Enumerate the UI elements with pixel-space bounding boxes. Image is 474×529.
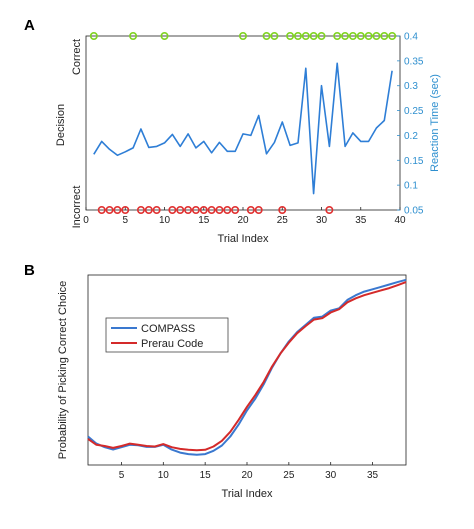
legend-box [105, 317, 229, 353]
panel-a-x-tick-label: 40 [394, 215, 406, 226]
panel-a-y-tick-label: 0.15 [404, 156, 424, 167]
legend-perrau-label: Prerau Code [141, 338, 203, 350]
panel-a-y-tick-label: 0.2 [404, 131, 418, 142]
panel-a-letter: A [24, 17, 35, 34]
panel-a-correct-label: Correct [71, 39, 83, 75]
panel-a-xlabel: Trial Index [218, 233, 269, 245]
incorrect-decision-marker [168, 206, 177, 215]
incorrect-decision-marker [184, 206, 193, 215]
panel-a-decision-label: Decision [55, 104, 67, 146]
correct-decision-marker [286, 31, 295, 40]
correct-decision-marker [317, 31, 326, 40]
panel-b-x-tick-label: 30 [325, 470, 337, 481]
correct-decision-marker [160, 31, 169, 40]
panel-b-letter: B [24, 262, 35, 279]
correct-decision-marker [372, 31, 381, 40]
panel-a-y-tick-label: 0.3 [404, 81, 418, 92]
incorrect-decision-marker [191, 206, 200, 215]
panel-a-x-tick-label: 15 [198, 215, 210, 226]
panel-a-y-tick-label: 0.25 [404, 106, 424, 117]
panel-a-x-tick-label: 10 [159, 215, 171, 226]
panel-a-reaction-series [93, 62, 393, 195]
incorrect-decision-marker [176, 206, 185, 215]
panel-b-x-tick-label: 15 [200, 470, 212, 481]
panel-a-y-tick-label: 0.35 [404, 56, 424, 67]
panel-a-x-tick-label: 25 [277, 215, 289, 226]
correct-decision-marker [309, 31, 318, 40]
incorrect-decision-marker [97, 206, 106, 215]
panel-b-frame [87, 274, 407, 466]
incorrect-decision-marker [136, 206, 145, 215]
incorrect-decision-marker [325, 206, 334, 215]
panel-b-series [87, 278, 407, 456]
panel-a-x-tick-label: 20 [237, 215, 249, 226]
panel-a-x-tick-label: 0 [83, 215, 89, 226]
correct-decision-marker [348, 31, 357, 40]
panel-b-ylabel: Probability of Picking Correct Choice [57, 281, 69, 460]
correct-decision-marker [89, 31, 98, 40]
incorrect-decision-marker [231, 206, 240, 215]
compass-line [87, 278, 407, 456]
incorrect-decision-marker [254, 206, 263, 215]
correct-decision-marker [293, 31, 302, 40]
panel-b-legend: COMPASS Prerau Code [105, 317, 229, 353]
correct-decision-marker [262, 31, 271, 40]
panel-a-incorrect-label: Incorrect [71, 186, 83, 229]
panel-a-frame [85, 35, 401, 211]
panel-a-right-y-ticks: 0.05 0.1 0.15 0.2 0.25 0.3 0.35 0.4 [397, 32, 424, 217]
correct-decision-marker [239, 31, 248, 40]
panel-b-x-tick-label: 25 [283, 470, 295, 481]
panel-b-x-tick-label: 5 [119, 470, 125, 481]
panel-a-x-tick-label: 35 [355, 215, 367, 226]
perrau-line [87, 281, 407, 452]
panel-b-x-tick-label: 10 [158, 470, 170, 481]
panel-a-y-tick-label: 0.4 [404, 32, 418, 43]
correct-decision-marker [333, 31, 342, 40]
incorrect-decision-marker [246, 206, 255, 215]
panel-a-right-ylabel: Reaction Time (sec) [429, 74, 441, 172]
incorrect-decision-marker [121, 206, 130, 215]
panel-b-xlabel: Trial Index [222, 488, 273, 500]
panel-b-x-tick-label: 20 [241, 470, 253, 481]
incorrect-decision-marker [152, 206, 161, 215]
panel-a-y-tick-label: 0.05 [404, 206, 424, 217]
correct-decision-marker [364, 31, 373, 40]
incorrect-decision-marker [144, 206, 153, 215]
correct-decision-marker [356, 31, 365, 40]
reaction-time-line [93, 62, 393, 195]
correct-decision-marker [301, 31, 310, 40]
correct-decision-marker [129, 31, 138, 40]
incorrect-decision-marker [223, 206, 232, 215]
correct-decision-marker [270, 31, 279, 40]
correct-decision-marker [380, 31, 389, 40]
panel-a-x-tick-label: 5 [122, 215, 128, 226]
panel-a-decision-markers [89, 31, 397, 215]
panel-b-x-ticks: 5 10 15 20 25 30 35 [119, 462, 379, 481]
panel-b-x-tick-label: 35 [367, 470, 379, 481]
legend-compass-label: COMPASS [141, 323, 195, 335]
correct-decision-marker [341, 31, 350, 40]
incorrect-decision-marker [199, 206, 208, 215]
incorrect-decision-marker [113, 206, 122, 215]
incorrect-decision-marker [207, 206, 216, 215]
panel-a-x-tick-label: 30 [316, 215, 328, 226]
incorrect-decision-marker [278, 206, 287, 215]
incorrect-decision-marker [105, 206, 114, 215]
incorrect-decision-marker [215, 206, 224, 215]
panel-a-x-ticks: 0 5 10 15 20 25 30 35 40 [83, 207, 406, 226]
correct-decision-marker [388, 31, 397, 40]
panel-a-y-tick-label: 0.1 [404, 181, 418, 192]
